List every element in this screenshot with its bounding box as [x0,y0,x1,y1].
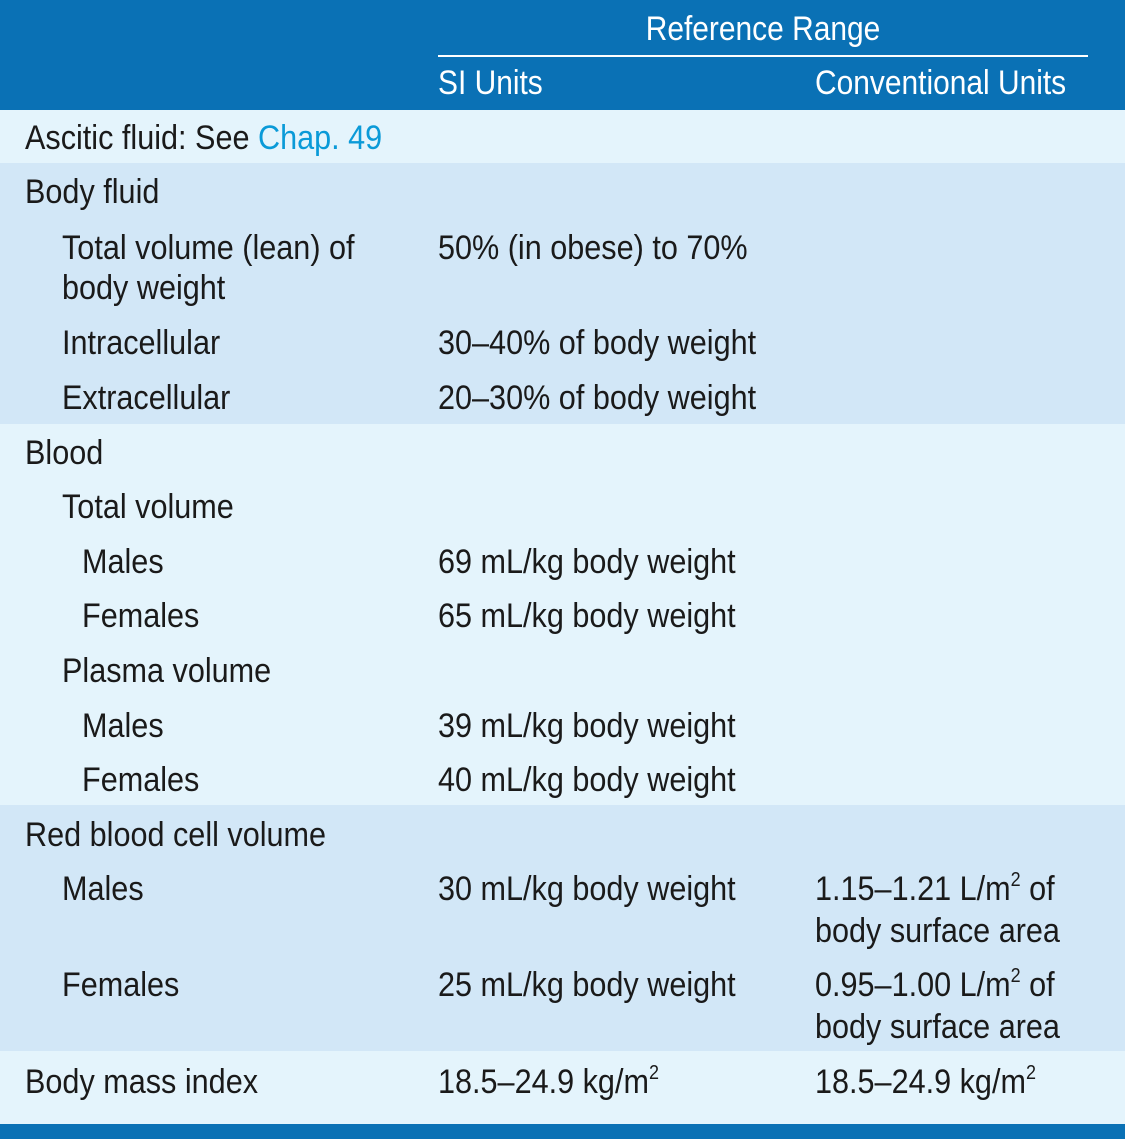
superscript: 2 [1010,965,1021,987]
row-label: Intracellular [62,324,221,362]
row-label: Females [82,597,200,635]
chapter-link[interactable]: Chap. 49 [258,119,383,157]
header-conventional-units: Conventional Units [815,64,1067,102]
si-value: 30–40% of body weight [438,324,757,362]
row-label: Body mass index [25,1063,259,1101]
table-header: Reference Range SI Units Conventional Un… [0,0,1125,110]
row-label: Males [82,543,164,581]
band-bmi [0,1051,1125,1124]
band-rbc-volume [0,805,1125,1051]
header-rule [438,55,1088,57]
si-value: 20–30% of body weight [438,379,757,417]
row-label: Females [82,761,200,799]
row-label: Plasma volume [62,652,272,690]
conventional-value: 18.5–24.9 kg/m2 [815,1062,1036,1102]
row-label: Body fluid [25,173,160,211]
si-value: 69 mL/kg body weight [438,543,736,581]
band-ascitic [0,110,1125,163]
conventional-value: 1.15–1.21 L/m2 of [815,869,1055,909]
si-value: 30 mL/kg body weight [438,870,736,908]
header-reference-range: Reference Range [645,10,881,48]
conventional-value-main: 1.15–1.21 L/m [815,870,1011,908]
row-label: body weight [62,269,226,307]
conventional-value: 0.95–1.00 L/m2 of [815,965,1055,1005]
si-value: 65 mL/kg body weight [438,597,736,635]
superscript: 2 [648,1062,659,1084]
si-value: 18.5–24.9 kg/m2 [438,1062,659,1102]
superscript: 2 [1025,1062,1036,1084]
row-label: Total volume (lean) of [62,229,355,267]
row-label: Females [62,966,180,1004]
band-blood [0,424,1125,805]
si-value-main: 18.5–24.9 kg/m [438,1063,649,1101]
row-label: Ascitic fluid: See Chap. 49 [25,118,382,158]
row-label: Blood [25,434,104,472]
row-label: Total volume [62,488,234,526]
conventional-value-suffix: of [1020,870,1055,908]
conventional-value: body surface area [815,912,1060,950]
conventional-value-main: 0.95–1.00 L/m [815,966,1011,1004]
superscript: 2 [1010,869,1021,891]
row-label: Extracellular [62,379,231,417]
band-body-fluid [0,163,1125,424]
table-bottom-rule [0,1124,1125,1139]
si-value: 50% (in obese) to 70% [438,229,748,267]
si-value: 25 mL/kg body weight [438,966,736,1004]
row-label: Red blood cell volume [25,816,327,854]
row-label: Males [62,870,144,908]
row-label: Males [82,707,164,745]
si-value: 39 mL/kg body weight [438,707,736,745]
conventional-value-main: 18.5–24.9 kg/m [815,1063,1026,1101]
conventional-value-suffix: of [1020,966,1055,1004]
si-value: 40 mL/kg body weight [438,761,736,799]
ascitic-label: Ascitic fluid: See [25,119,259,157]
conventional-value: body surface area [815,1008,1060,1046]
header-si-units: SI Units [438,64,543,102]
